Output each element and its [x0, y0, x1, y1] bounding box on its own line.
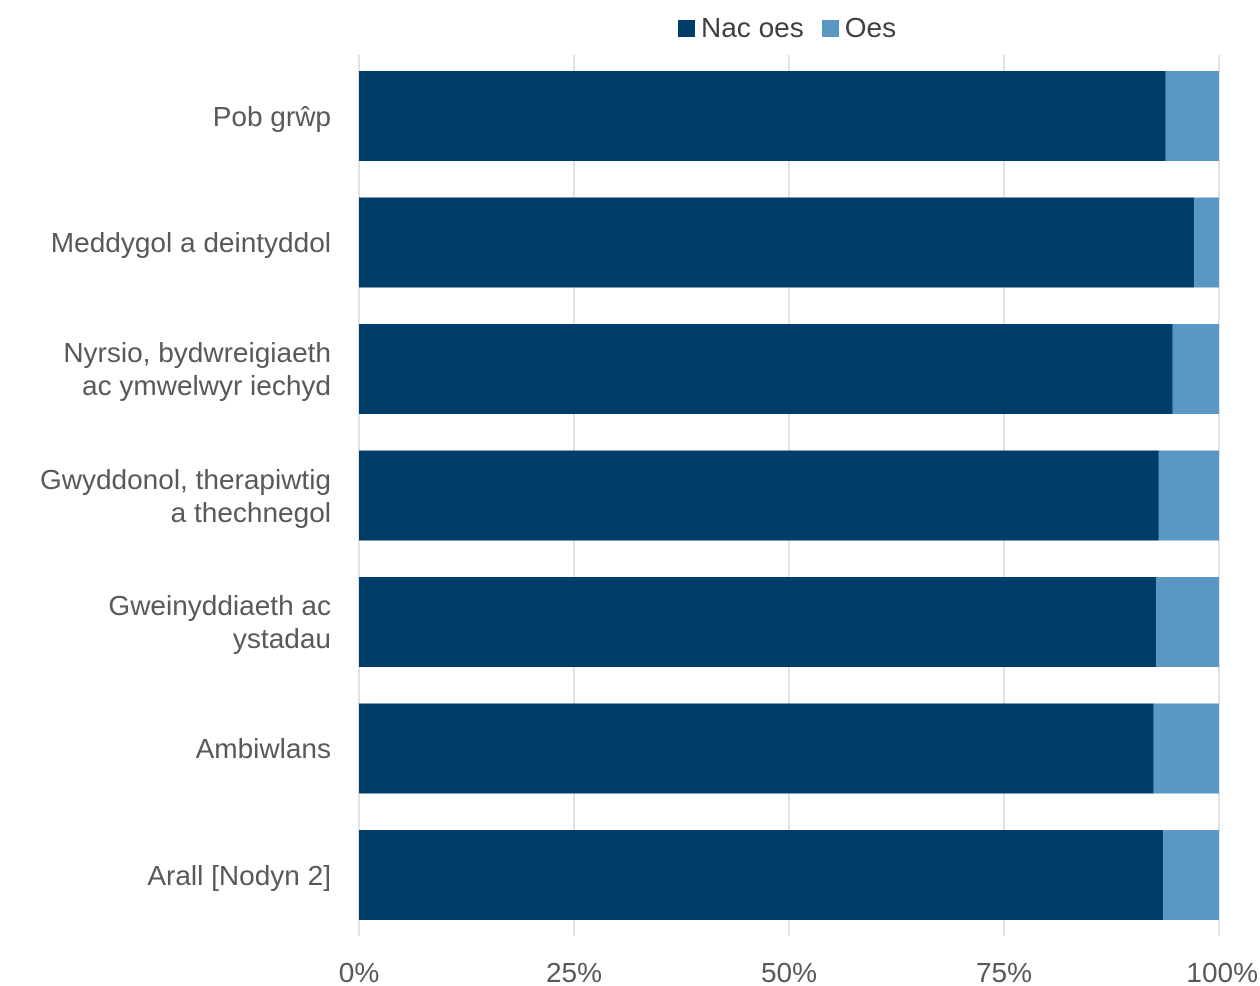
category-label-line: a thechnegol: [170, 496, 331, 528]
category-label-line: ac ymwelwyr iechyd: [82, 370, 331, 401]
category-label: Gweinyddiaeth ac ystadau: [11, 589, 331, 655]
bar-segment-oes: [1165, 71, 1219, 161]
category-label-line: Gweinyddiaeth ac: [108, 590, 331, 621]
legend: Nac oes Oes: [678, 12, 914, 44]
category-label: Gwyddonol, therapiwtig a thechnegol: [11, 463, 331, 529]
category-label-line: ystadau: [232, 623, 331, 654]
bar-segment-nac-oes: [359, 830, 1164, 920]
bar-segment-oes: [1172, 324, 1219, 414]
bar-segment-nac-oes: [359, 197, 1195, 288]
category-label-line: Gwyddonol, therapiwtig: [39, 463, 331, 495]
legend-swatch-oes: [821, 19, 839, 37]
x-tick-label: 50%: [761, 957, 817, 986]
bar-segment-oes: [1153, 703, 1219, 794]
bar-segment-nac-oes: [359, 71, 1166, 161]
x-tick-label: 0%: [339, 957, 379, 986]
legend-item-oes: Oes: [821, 12, 897, 44]
category-label-line: Nyrsio, bydwreigiaeth: [63, 337, 331, 368]
x-axis-ticks: 0% 25% 50% 75% 100%: [339, 957, 1258, 986]
category-label: Meddygol a deintyddol: [11, 226, 331, 259]
category-label: Arall [Nodyn 2]: [11, 859, 331, 892]
bar-segment-oes: [1194, 197, 1219, 288]
category-label-line: Ambiwlans: [195, 733, 331, 764]
category-label: Ambiwlans: [11, 732, 331, 765]
category-label-line: Pob grŵp: [212, 100, 331, 132]
legend-item-nac-oes: Nac oes: [678, 12, 804, 44]
legend-swatch-nac-oes: [678, 19, 695, 37]
legend-label-oes: Oes: [844, 12, 897, 43]
bar-segment-oes: [1158, 450, 1219, 541]
category-label: Nyrsio, bydwreigiaeth ac ymwelwyr iechyd: [11, 336, 331, 402]
bar-segment-nac-oes: [359, 324, 1173, 414]
bar-segment-oes: [1163, 830, 1219, 920]
x-tick-label: 25%: [546, 957, 602, 986]
x-tick-label: 100%: [1186, 957, 1258, 986]
bar-segment-nac-oes: [359, 450, 1159, 541]
legend-label-nac-oes: Nac oes: [701, 12, 804, 43]
category-label-line: Meddygol a deintyddol: [50, 227, 331, 258]
category-label-line: Arall [Nodyn 2]: [147, 859, 331, 891]
bar-segment-oes: [1156, 577, 1219, 667]
bar-segment-nac-oes: [359, 703, 1154, 794]
bars: [359, 71, 1219, 920]
bar-segment-nac-oes: [359, 577, 1157, 667]
category-label: Pob grŵp: [11, 100, 331, 133]
x-tick-label: 75%: [976, 957, 1032, 986]
